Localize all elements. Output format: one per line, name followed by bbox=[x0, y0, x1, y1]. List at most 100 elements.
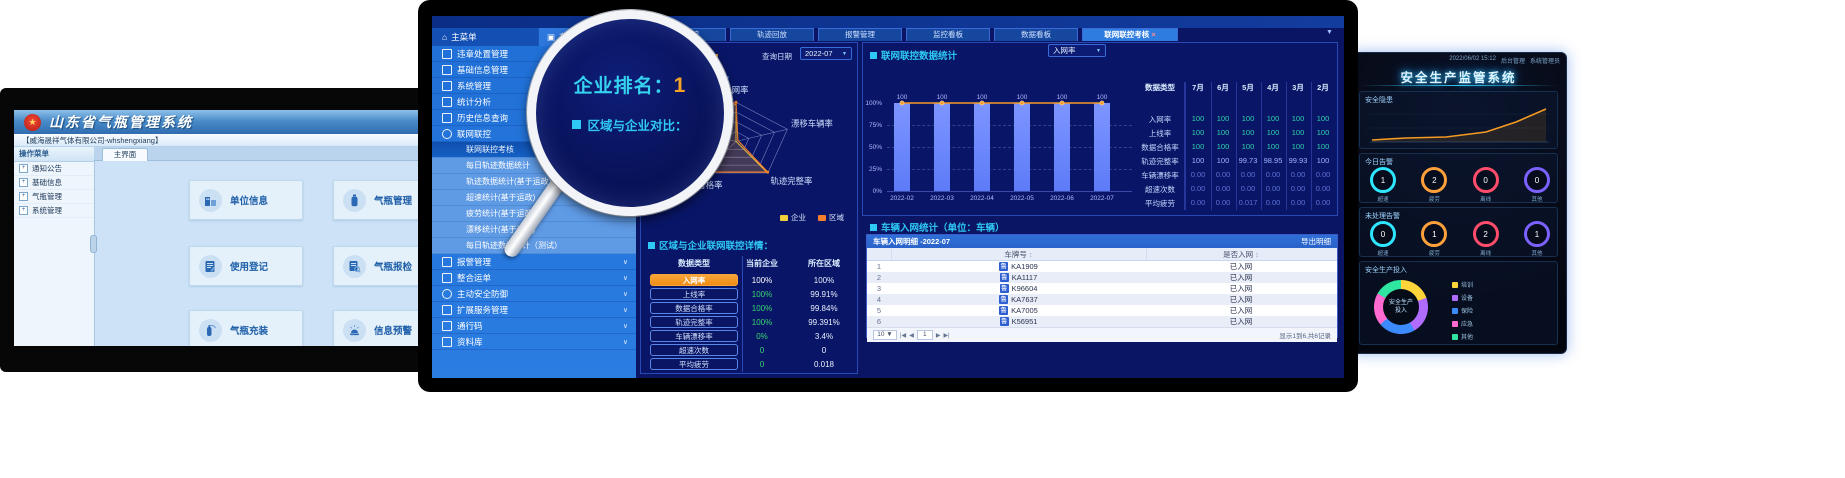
tile-label: 使用登记 bbox=[230, 262, 269, 273]
document-search-icon bbox=[343, 254, 366, 278]
metric-chip-join-rate[interactable]: 入网率 bbox=[650, 274, 738, 286]
expand-plus-icon[interactable]: + bbox=[19, 178, 28, 187]
legend-label: 设备 bbox=[1461, 296, 1474, 302]
page-size-select[interactable]: 10 ▼ bbox=[873, 330, 897, 340]
join-status: 已入网 bbox=[1229, 284, 1253, 293]
sort-icon[interactable]: ↕ bbox=[1255, 250, 1259, 259]
col-status-sort[interactable]: 是否入网 ↕ bbox=[1223, 250, 1259, 259]
risk-panel-title: 安全隐患 bbox=[1365, 97, 1393, 104]
vehicle-row[interactable]: 5 鲁 KA7005 已入网 bbox=[867, 305, 1337, 316]
close-tab-icon[interactable]: × bbox=[1151, 30, 1156, 39]
tile-cylinder-fill[interactable]: 气瓶充装 bbox=[189, 310, 303, 346]
tab-track-replay[interactable]: 轨迹回放 bbox=[730, 28, 814, 41]
tab-data-board[interactable]: 数据看板 bbox=[994, 28, 1078, 41]
vehicle-row[interactable]: 1 鲁 KA1909 已入网 bbox=[867, 261, 1337, 272]
tile-usage-register[interactable]: 使用登记 bbox=[189, 246, 303, 286]
page-number-input[interactable]: 1 bbox=[916, 330, 933, 340]
sidebar-item-basicinfo[interactable]: + 基础信息 bbox=[14, 176, 94, 190]
magnified-enterprise-rank: 企业排名：1 bbox=[573, 74, 687, 97]
month-label: 2022-06 bbox=[1050, 195, 1074, 202]
month-label: 2022-04 bbox=[970, 195, 994, 202]
tile-unit-info[interactable]: 单位信息 bbox=[189, 180, 303, 220]
menu-item-extended-service[interactable]: 扩展服务管理 ∨ bbox=[432, 302, 636, 318]
safety-dashboard-window: 2022/06/02 15:12 后台管理 系统管理员 安全生产监管系统 安全隐… bbox=[1350, 52, 1567, 354]
legend-swatch-enterprise bbox=[780, 214, 788, 221]
menu-item-waybill[interactable]: 整合运单 ∨ bbox=[432, 270, 636, 286]
sidebar-item-system[interactable]: + 系统管理 bbox=[14, 204, 94, 218]
submenu-daily-track-test[interactable]: 每日轨迹数据统计（测试） bbox=[432, 238, 636, 254]
sidebar-item-label: 系统管理 bbox=[32, 206, 62, 215]
detail-divider bbox=[742, 256, 743, 372]
bar-value: 100 bbox=[1056, 94, 1068, 101]
nav-admin-user[interactable]: 系统管理员 bbox=[1529, 59, 1560, 65]
magnifier-lens: 企业排名：1 区域与企业对比： bbox=[527, 10, 733, 216]
detail-company-value: 100% bbox=[751, 318, 773, 327]
first-page-icon[interactable]: |◀ bbox=[900, 332, 907, 339]
network-stats-title: 联网联控数据统计 bbox=[870, 48, 957, 62]
radar-axis-label: 漂移车辆率 bbox=[791, 118, 833, 128]
form-pencil-icon bbox=[199, 254, 222, 278]
tabstrip: 主界面 bbox=[94, 147, 474, 161]
legend-swatch bbox=[1452, 333, 1458, 340]
col-plate-sort[interactable]: 车牌号 ↕ bbox=[1004, 250, 1033, 259]
menu-item-alarm[interactable]: 报警管理 ∨ bbox=[432, 254, 636, 270]
pending-alarms-title: 未处理告警 bbox=[1365, 213, 1400, 220]
expand-plus-icon[interactable]: + bbox=[19, 164, 28, 173]
cylinder-sidebar: 操作菜单 + 通知公告 + 基础信息 + 气瓶管理 + 系统管理 bbox=[14, 147, 97, 346]
sidebar-collapse-handle[interactable] bbox=[90, 235, 97, 253]
menu-item-library[interactable]: 资料库 ∨ bbox=[432, 334, 636, 350]
menu-item-active-safety[interactable]: 主动安全防御 ∨ bbox=[432, 286, 636, 302]
bar-2022-07 bbox=[1094, 103, 1110, 191]
tab-alarm-mgmt[interactable]: 报警管理 bbox=[818, 28, 902, 41]
sidebar-item-notice[interactable]: + 通知公告 bbox=[14, 162, 94, 176]
prev-page-icon[interactable]: ◀ bbox=[909, 332, 914, 339]
detail-col-region: 所在区域 bbox=[808, 259, 840, 268]
metric-chip-track-complete[interactable]: 轨迹完整率 bbox=[650, 316, 738, 328]
vehicle-row[interactable]: 3 鲁 K96604 已入网 bbox=[867, 283, 1337, 294]
alarm-ring: 0 bbox=[1472, 167, 1499, 193]
metric-chip-overspeed[interactable]: 超速次数 bbox=[650, 344, 738, 356]
plate-number: KA7005 bbox=[1011, 305, 1038, 315]
table-divider bbox=[1211, 82, 1212, 210]
ring-value: 2 bbox=[1432, 175, 1437, 185]
sidebar-item-cylinder[interactable]: + 气瓶管理 bbox=[14, 190, 94, 204]
expand-plus-icon[interactable]: + bbox=[19, 192, 28, 201]
month-label: 2022-07 bbox=[1090, 195, 1114, 202]
gear-icon bbox=[442, 80, 452, 91]
alarm-ring: 0 bbox=[1370, 221, 1396, 247]
vehicle-row[interactable]: 4 鲁 KA7637 已入网 bbox=[867, 294, 1337, 305]
metric-chip-data-qualified[interactable]: 数据合格率 bbox=[650, 302, 738, 314]
vehicle-icon: ▣ bbox=[547, 31, 556, 42]
metric-chip-fatigue[interactable]: 平均疲劳 bbox=[650, 358, 738, 370]
sidebar-item-label: 气瓶管理 bbox=[32, 192, 62, 201]
tab-network-assessment-active[interactable]: 联网联控考核 × bbox=[1082, 28, 1178, 41]
x-axis bbox=[887, 191, 1132, 192]
tab-monitor-board[interactable]: 监控看板 bbox=[906, 28, 990, 41]
nav-backstage[interactable]: 后台管理 bbox=[1500, 59, 1525, 65]
expand-plus-icon[interactable]: + bbox=[19, 206, 28, 215]
chevron-down-icon: ∨ bbox=[622, 322, 628, 330]
legend-swatch bbox=[1452, 307, 1458, 314]
sort-icon[interactable]: ↕ bbox=[1028, 250, 1033, 259]
metric-chip-drift-rate[interactable]: 车辆漂移率 bbox=[650, 330, 738, 342]
detail-company-value: 100% bbox=[751, 304, 773, 313]
alarm-icon bbox=[442, 256, 452, 267]
metric-dropdown[interactable]: 入网率 ▼ bbox=[1048, 44, 1106, 57]
building-icon bbox=[199, 188, 222, 212]
next-page-icon[interactable]: ▶ bbox=[935, 332, 941, 339]
detail-section-title: 区域与企业联网联控详情： bbox=[648, 238, 773, 252]
sidebar-title: 操作菜单 bbox=[14, 147, 94, 162]
main-menu-header[interactable]: ⌂ 主菜单 bbox=[432, 28, 538, 46]
tab-main-screen[interactable]: 主界面 bbox=[102, 148, 148, 161]
vehicle-row[interactable]: 2 鲁 KA1117 已入网 bbox=[867, 272, 1337, 283]
last-page-icon[interactable]: ▶| bbox=[943, 332, 950, 339]
chevron-down-icon: ∨ bbox=[622, 306, 628, 314]
tab-overflow-icon[interactable]: ▼ bbox=[1326, 29, 1333, 36]
globe-icon bbox=[442, 128, 452, 139]
export-button[interactable]: 导出明细 bbox=[1301, 237, 1331, 246]
vehicle-row[interactable]: 6 鲁 K56951 已入网 bbox=[867, 316, 1337, 327]
menu-item-pass-code[interactable]: 通行码 ∨ bbox=[432, 318, 636, 334]
radar-legend: 企业 区域 bbox=[780, 212, 844, 223]
query-date-select[interactable]: 2022-07 ▼ bbox=[800, 47, 852, 60]
metric-chip-online-rate[interactable]: 上线率 bbox=[650, 288, 738, 300]
